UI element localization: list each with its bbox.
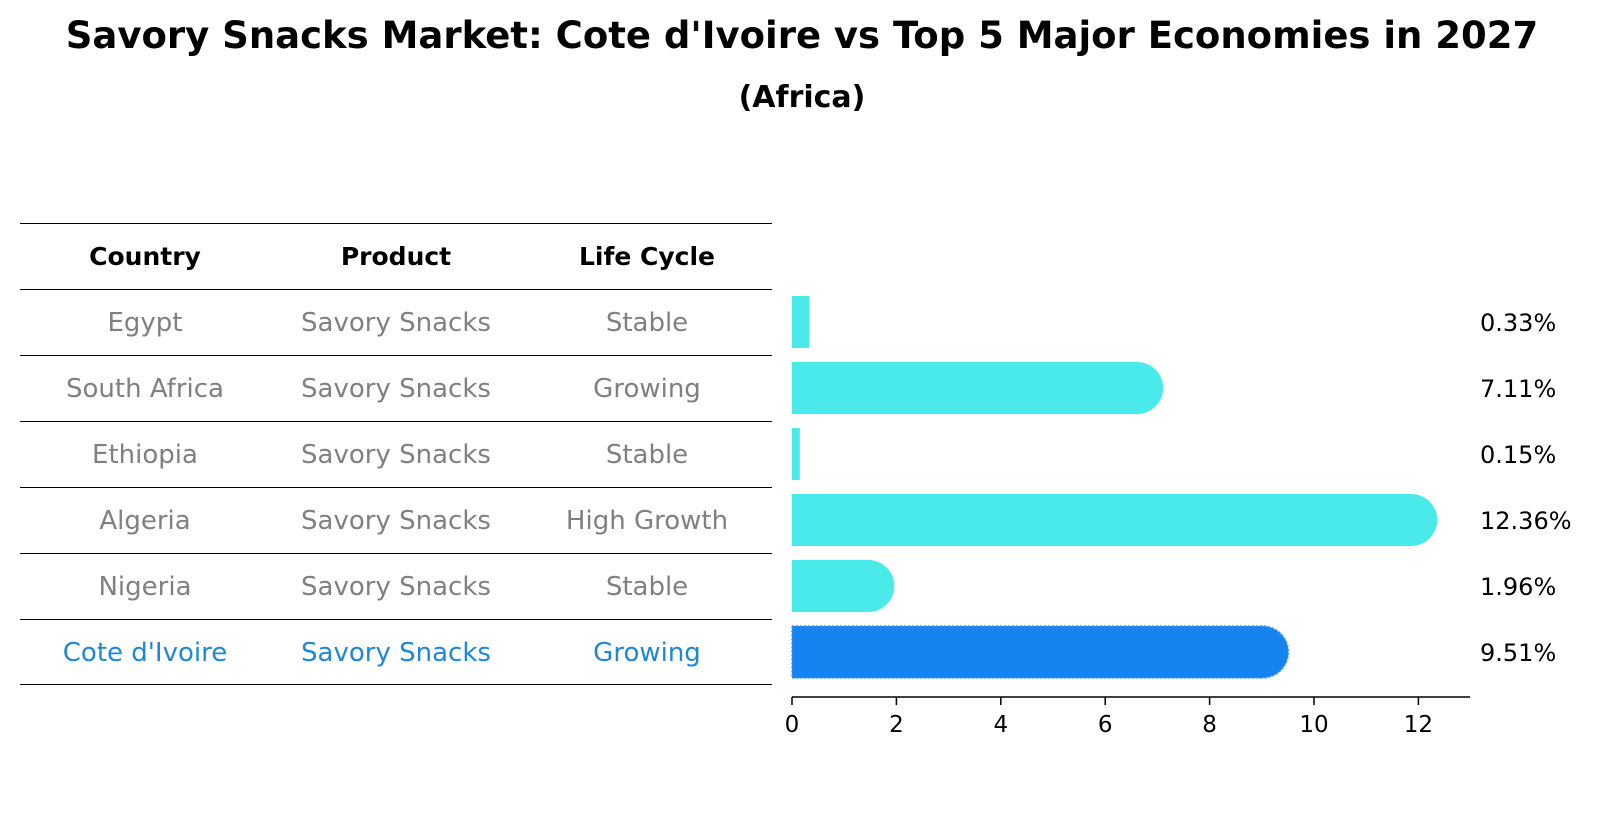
value-label: 0.15% — [1480, 441, 1556, 469]
cell-life-cycle: Growing — [593, 638, 701, 668]
column-header-life-cycle: Life Cycle — [578, 242, 716, 271]
x-tick-label: 2 — [889, 712, 904, 738]
chart-title: Savory Snacks Market: Cote d'Ivoire vs T… — [65, 14, 1539, 57]
table-header-row: Country Product Life Cycle — [20, 223, 772, 289]
cell-country: Ethiopia — [92, 440, 198, 470]
cell-product: Savory Snacks — [301, 374, 491, 404]
cell-country: Cote d'Ivoire — [62, 638, 228, 668]
chart-subtitle: (Africa) — [738, 80, 866, 115]
bar-south-africa — [792, 362, 1164, 414]
x-tick-label: 12 — [1404, 712, 1433, 738]
cell-life-cycle: Stable — [605, 572, 689, 602]
table-row: Nigeria Savory Snacks Stable — [20, 553, 772, 619]
x-tick-label: 4 — [993, 712, 1008, 738]
cell-product: Savory Snacks — [301, 506, 491, 536]
x-tick-label: 6 — [1098, 712, 1113, 738]
cell-country: South Africa — [66, 374, 224, 404]
cell-life-cycle: High Growth — [565, 506, 729, 536]
bar-ethiopia — [792, 428, 800, 480]
cell-country: Nigeria — [98, 572, 192, 602]
cell-country: Egypt — [107, 308, 183, 338]
cell-country: Algeria — [99, 506, 191, 536]
cell-life-cycle: Stable — [605, 440, 689, 470]
cell-product: Savory Snacks — [301, 638, 491, 668]
value-label: 1.96% — [1480, 573, 1556, 601]
cell-product: Savory Snacks — [301, 572, 491, 602]
value-label: 7.11% — [1480, 375, 1556, 403]
cell-product: Savory Snacks — [301, 440, 491, 470]
cell-product: Savory Snacks — [301, 308, 491, 338]
cell-life-cycle: Stable — [605, 308, 689, 338]
table-row: Egypt Savory Snacks Stable — [20, 289, 772, 355]
bar-algeria — [792, 494, 1438, 546]
cell-life-cycle: Growing — [593, 374, 701, 404]
x-tick-label: 10 — [1299, 712, 1328, 738]
table-row: Ethiopia Savory Snacks Stable — [20, 421, 772, 487]
value-label: 0.33% — [1480, 309, 1556, 337]
bar-cote-d-ivoire — [791, 625, 1290, 679]
column-header-country: Country — [89, 242, 201, 271]
column-header-product: Product — [340, 242, 452, 271]
data-table: Country Product Life Cycle Egypt Savory … — [20, 223, 772, 685]
x-tick-label: 8 — [1202, 712, 1217, 738]
table-row: South Africa Savory Snacks Growing — [20, 355, 772, 421]
value-label: 9.51% — [1480, 639, 1556, 667]
bar-egypt — [792, 296, 810, 348]
table-row-highlighted: Cote d'Ivoire Savory Snacks Growing — [20, 619, 772, 685]
x-tick-label: 0 — [785, 712, 800, 738]
table-row: Algeria Savory Snacks High Growth — [20, 487, 772, 553]
bar-nigeria — [792, 560, 895, 612]
value-label: 12.36% — [1480, 507, 1572, 535]
